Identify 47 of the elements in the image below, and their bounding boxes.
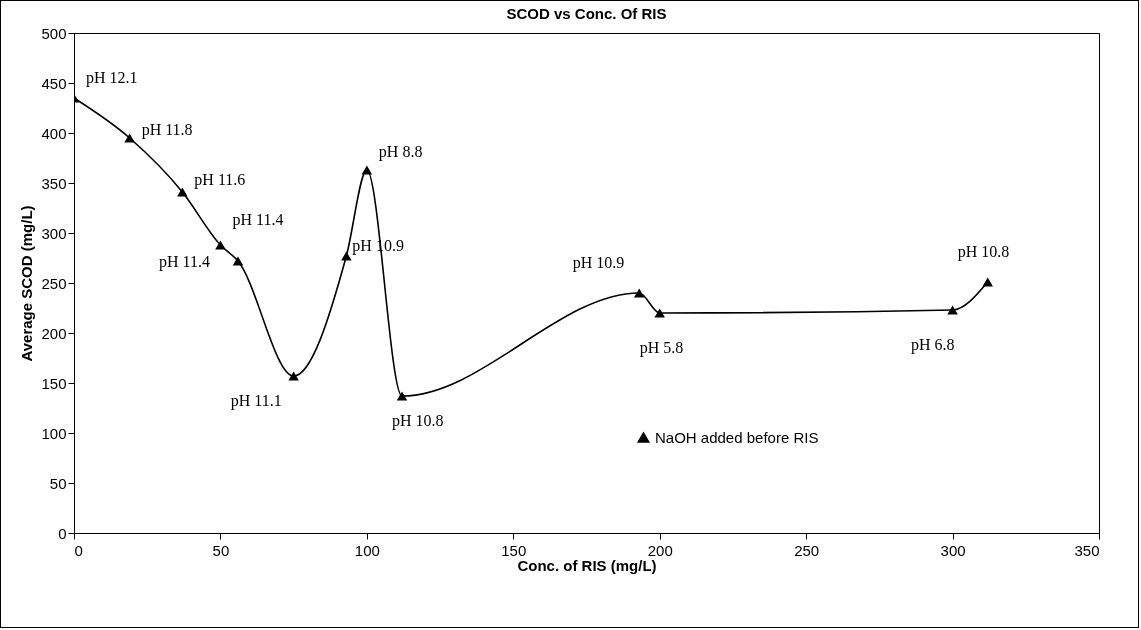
x-tick-label: 0 bbox=[74, 541, 83, 559]
annotation: pH 10.8 bbox=[957, 243, 1010, 261]
annotation: pH 11.8 bbox=[141, 121, 193, 139]
y-axis-title: Average SCOD (mg/L) bbox=[18, 205, 36, 362]
point bbox=[341, 251, 352, 261]
point bbox=[232, 256, 244, 266]
point bbox=[947, 305, 958, 315]
y-tick-label: 400 bbox=[41, 124, 67, 142]
point bbox=[124, 133, 135, 143]
point bbox=[177, 187, 188, 197]
y-tick-label: 500 bbox=[41, 24, 67, 42]
y-tick-label: 450 bbox=[41, 74, 67, 92]
point bbox=[633, 288, 645, 298]
annotation: pH 5.8 bbox=[639, 339, 684, 357]
annotation: pH 11.4 bbox=[159, 253, 210, 271]
x-tick-label: 200 bbox=[647, 541, 673, 559]
chart-title: SCOD vs Conc. Of RIS bbox=[506, 5, 667, 22]
legend-label: NaOH added before RIS bbox=[655, 428, 819, 446]
x-tick-label: 250 bbox=[794, 541, 820, 559]
y-tick-label: 100 bbox=[41, 424, 67, 442]
y-tick-label: 300 bbox=[41, 224, 67, 242]
annotation: pH 6.8 bbox=[911, 336, 955, 354]
point bbox=[215, 240, 226, 250]
x-tick-label: 50 bbox=[212, 541, 230, 559]
x-tick-label: 150 bbox=[501, 541, 527, 559]
y-tick-label: 0 bbox=[58, 524, 67, 542]
y-tick-label: 50 bbox=[49, 474, 67, 492]
annotation: pH 10.9 bbox=[572, 254, 625, 272]
x-tick-label: 350 bbox=[1074, 541, 1100, 559]
x-axis-title: Conc. of RIS (mg/L) bbox=[517, 556, 657, 574]
point bbox=[361, 165, 373, 175]
annotation: pH 11.6 bbox=[194, 171, 246, 189]
point bbox=[982, 277, 993, 287]
annotation: pH 10.8 bbox=[392, 412, 444, 430]
y-tick-label: 250 bbox=[41, 274, 67, 292]
y-tick-label: 350 bbox=[41, 174, 67, 192]
y-tick-label: 150 bbox=[41, 374, 67, 392]
annotation: pH 12.1 bbox=[86, 69, 138, 87]
annotation: pH 11.4 bbox=[232, 211, 284, 229]
point bbox=[654, 308, 665, 318]
point bbox=[288, 371, 299, 381]
x-tick-label: 100 bbox=[354, 541, 380, 559]
y-tick-label: 200 bbox=[41, 324, 67, 342]
annotation: pH 8.8 bbox=[378, 143, 423, 161]
point bbox=[396, 391, 408, 401]
x-tick-label: 300 bbox=[940, 541, 966, 559]
annotation: pH 11.1 bbox=[230, 392, 282, 410]
